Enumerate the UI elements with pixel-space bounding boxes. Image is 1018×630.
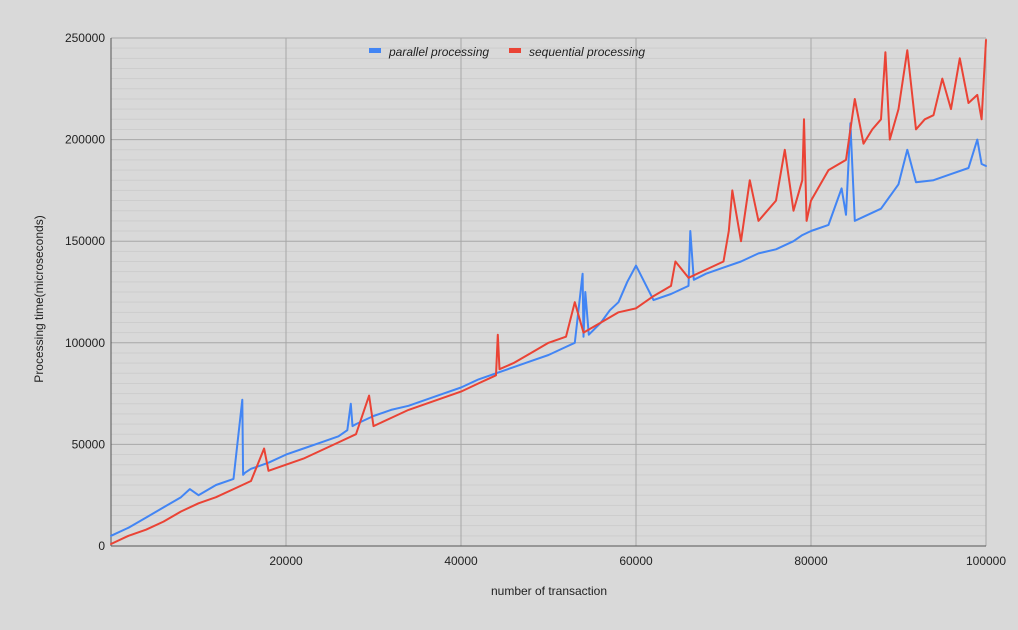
y-tick-label: 250000: [65, 31, 105, 45]
y-tick-label: 50000: [72, 437, 106, 451]
legend-label-sequential: sequential processing: [529, 45, 645, 59]
legend: parallel processing sequential processin…: [369, 45, 645, 59]
legend-label-parallel: parallel processing: [388, 45, 489, 59]
minor-gridlines: [111, 47, 986, 537]
y-tick-label: 0: [98, 539, 105, 553]
y-axis-title: Processing time(microseconds): [32, 215, 46, 382]
x-axis-title: number of transaction: [491, 584, 607, 598]
series-line-sequential: [110, 39, 987, 545]
x-tick-label: 60000: [619, 554, 653, 568]
legend-swatch-parallel: [369, 48, 381, 53]
series-lines: [110, 39, 987, 545]
x-tick-label: 40000: [444, 554, 478, 568]
x-axis-ticks: 20000 40000 60000 80000 100000: [269, 554, 1006, 568]
x-tick-label: 20000: [269, 554, 303, 568]
x-tick-label: 100000: [966, 554, 1006, 568]
y-axis-ticks: 0 50000 100000 150000 200000 250000: [65, 31, 105, 553]
y-tick-label: 150000: [65, 234, 105, 248]
series-line-parallel: [110, 122, 987, 537]
y-tick-label: 100000: [65, 336, 105, 350]
legend-swatch-sequential: [509, 48, 521, 53]
x-tick-label: 80000: [794, 554, 828, 568]
y-tick-label: 200000: [65, 133, 105, 147]
